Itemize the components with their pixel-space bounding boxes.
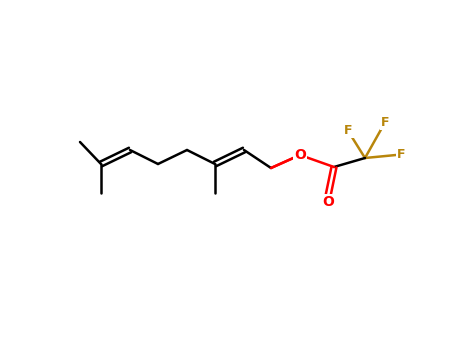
Text: O: O [294, 148, 306, 162]
Text: F: F [344, 124, 352, 136]
Text: F: F [397, 148, 405, 161]
Text: F: F [381, 116, 389, 128]
Text: O: O [322, 195, 334, 209]
